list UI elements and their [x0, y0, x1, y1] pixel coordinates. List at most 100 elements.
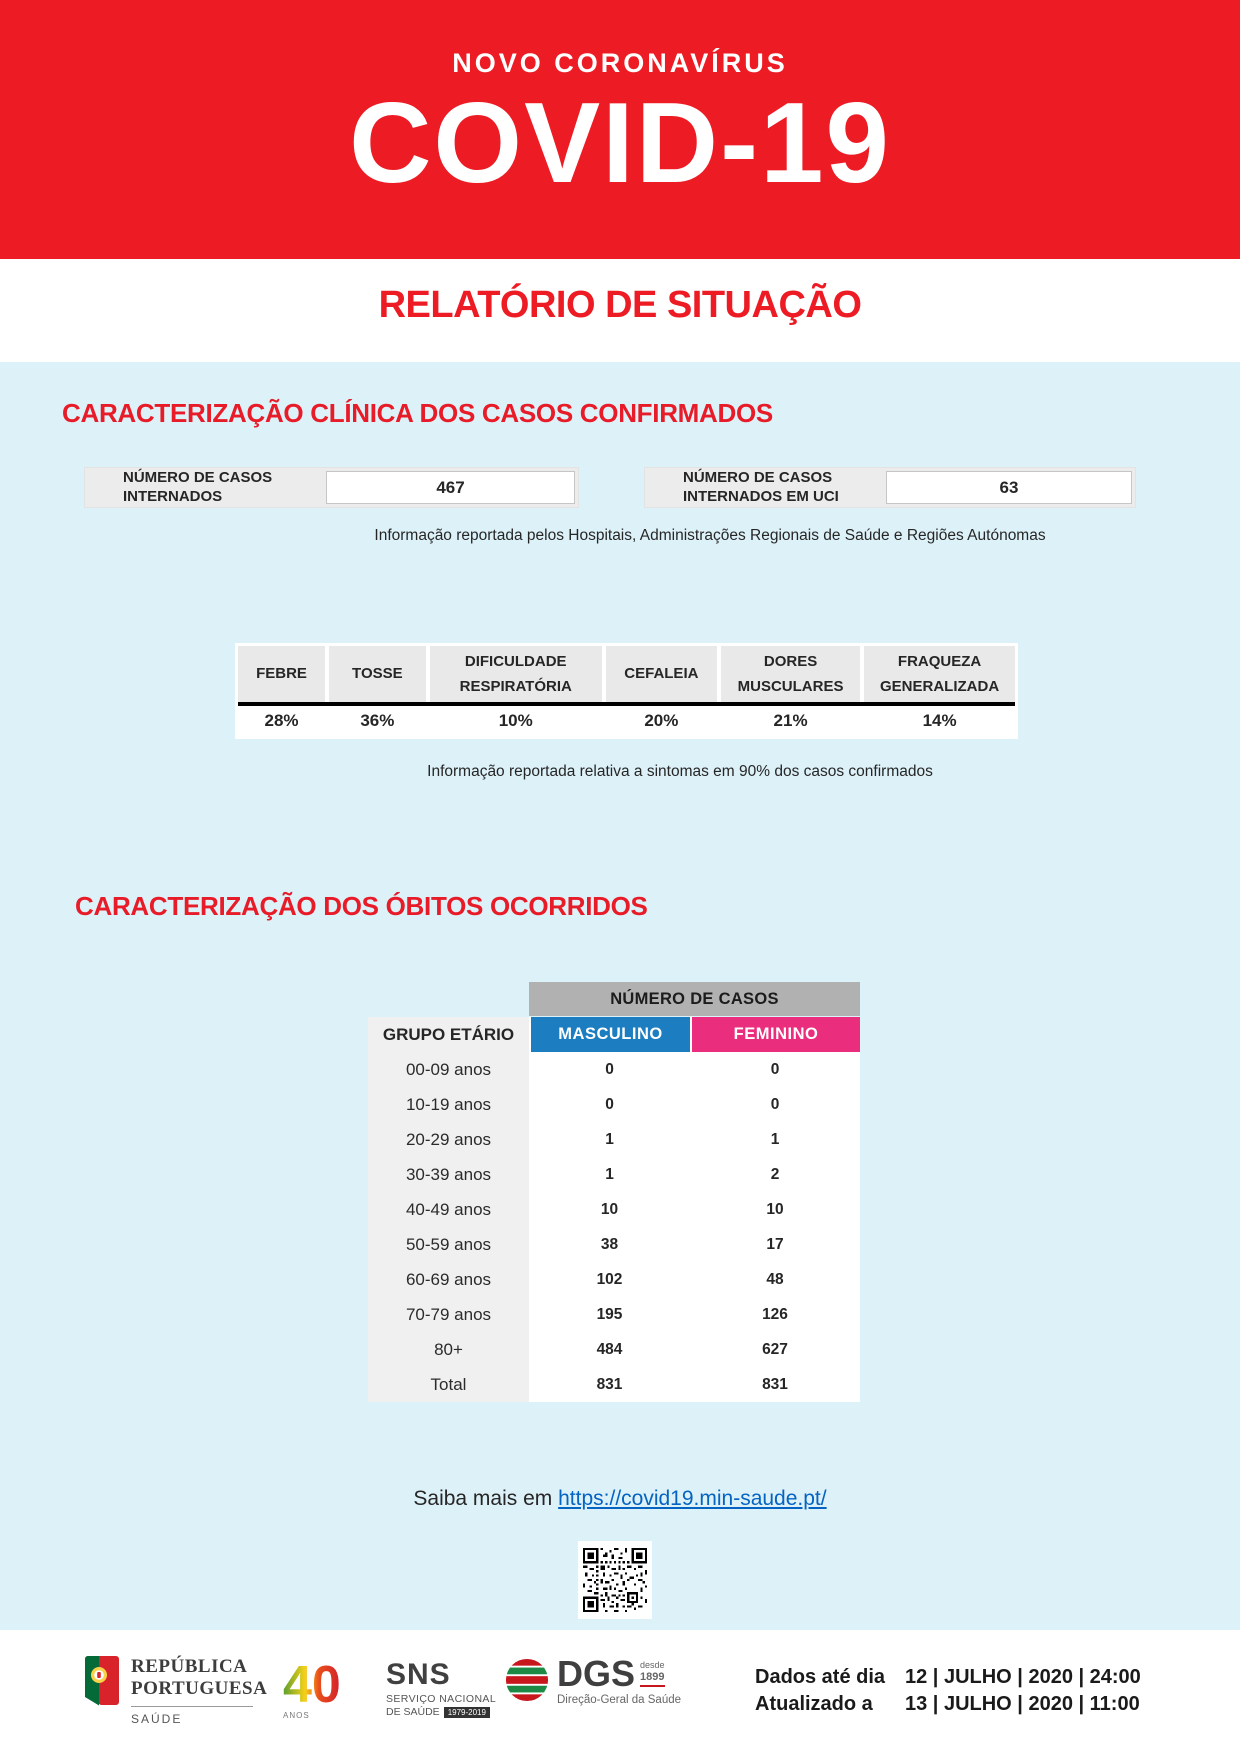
- table-row-label: 30-39 anos: [368, 1157, 529, 1192]
- subtitle-band: [0, 259, 1240, 362]
- dgs-since-year: 1899: [640, 1670, 665, 1683]
- symptom-value-dificuldade-respiratoria: 10%: [429, 706, 602, 736]
- page-title: COVID-19: [349, 80, 891, 207]
- symptom-header-dificuldade-respiratoria: DIFICULDADE RESPIRATÓRIA: [429, 646, 602, 702]
- table-cell-female: 627: [690, 1332, 860, 1367]
- table-cell-female: 2: [690, 1157, 860, 1192]
- symptom-value-fraqueza-generalizada: 14%: [864, 706, 1015, 736]
- column-header-age-group: GRUPO ETÁRIO: [368, 1017, 529, 1052]
- table-cell-male: 38: [529, 1227, 690, 1262]
- republica-divider: [131, 1705, 253, 1707]
- updated-at-label: Atualizado a: [755, 1693, 873, 1715]
- symptom-value-dores-musculares: 21%: [720, 706, 861, 736]
- column-header-male: MASCULINO: [529, 1017, 690, 1052]
- data-until-value: 12 | JULHO | 2020 | 24:00: [905, 1666, 1141, 1688]
- table-cell-female: 0: [690, 1052, 860, 1087]
- updated-at-value: 13 | JULHO | 2020 | 11:00: [905, 1693, 1140, 1715]
- table-cell-male: 0: [529, 1087, 690, 1122]
- table-cell-female: 126: [690, 1297, 860, 1332]
- stat-icu-label: NÚMERO DE CASOS INTERNADOS EM UCI: [683, 468, 839, 505]
- dgs-sphere-icon: [505, 1658, 549, 1702]
- symptom-header-tosse: TOSSE: [329, 646, 426, 702]
- republica-saude-label: SAÚDE: [131, 1711, 183, 1726]
- dgs-subtitle: Direção-Geral da Saúde: [557, 1694, 682, 1707]
- portugal-flag-icon: [85, 1656, 119, 1706]
- table-cell-female: 0: [690, 1087, 860, 1122]
- stat-icu: NÚMERO DE CASOS INTERNADOS EM UCI 63: [645, 468, 1135, 507]
- table-cell-male: 10: [529, 1192, 690, 1227]
- deaths-table-group-header: NÚMERO DE CASOS: [529, 982, 860, 1016]
- table-row-label: 50-59 anos: [368, 1227, 529, 1262]
- symptoms-table: FEBRE TOSSE DIFICULDADE RESPIRATÓRIA CEF…: [235, 643, 1018, 739]
- sns-title: SNS: [386, 1658, 451, 1691]
- table-cell-female: 48: [690, 1262, 860, 1297]
- table-cell-female: 1: [690, 1122, 860, 1157]
- dgs-since-label: desde: [640, 1660, 665, 1670]
- table-cell-female: 10: [690, 1192, 860, 1227]
- symptom-header-fraqueza-generalizada: FRAQUEZA GENERALIZADA: [864, 646, 1015, 702]
- stat-hospitalized-value: 467: [326, 471, 575, 504]
- table-cell-male: 831: [529, 1367, 690, 1402]
- symptoms-table-values: 28% 36% 10% 20% 21% 14%: [238, 706, 1015, 736]
- symptom-header-dores-musculares: DORES MUSCULARES: [720, 646, 861, 702]
- forty-number: 40: [283, 1656, 341, 1714]
- qr-code: [578, 1541, 652, 1619]
- dgs-title: DGS: [557, 1653, 636, 1694]
- table-cell-male: 0: [529, 1052, 690, 1087]
- footer-band: [0, 1630, 1240, 1754]
- table-row-label: 20-29 anos: [368, 1122, 529, 1157]
- dgs-since: desde 1899: [640, 1660, 665, 1687]
- table-cell-female: 831: [690, 1367, 860, 1402]
- data-until-label: Dados até dia: [755, 1666, 886, 1688]
- clinical-section-heading: CARACTERIZAÇÃO CLÍNICA DOS CASOS CONFIRM…: [62, 398, 773, 428]
- sns-line1: SERVIÇO NACIONAL: [386, 1693, 497, 1705]
- stat-hospitalized: NÚMERO DE CASOS INTERNADOS 467: [85, 468, 578, 507]
- symptom-header-cefaleia: CEFALEIA: [605, 646, 717, 702]
- symptom-value-cefaleia: 20%: [605, 706, 717, 736]
- symptom-value-tosse: 36%: [329, 706, 426, 736]
- sns-line2: DE SAÚDE: [386, 1706, 440, 1718]
- sns-logo: SNS SERVIÇO NACIONAL DE SAÚDE 1979-2019: [386, 1658, 497, 1719]
- more-info-prefix: Saiba mais em: [413, 1487, 559, 1510]
- qr-code-graphic: [583, 1548, 647, 1612]
- table-row-label: 40-49 anos: [368, 1192, 529, 1227]
- stat-hospitalized-label: NÚMERO DE CASOS INTERNADOS: [123, 468, 273, 505]
- more-info-line: Saiba mais em https://covid19.min-saude.…: [0, 1487, 1240, 1511]
- symptoms-table-header: FEBRE TOSSE DIFICULDADE RESPIRATÓRIA CEF…: [238, 646, 1015, 702]
- sns-badge: 1979-2019: [443, 1706, 490, 1718]
- symptom-header-febre: FEBRE: [238, 646, 325, 702]
- symptom-value-febre: 28%: [238, 706, 325, 736]
- deaths-section-heading: CARACTERIZAÇÃO DOS ÓBITOS OCORRIDOS: [75, 891, 648, 921]
- table-row-label: 70-79 anos: [368, 1297, 529, 1332]
- republica-line1: REPÚBLICA: [131, 1656, 248, 1677]
- deaths-table: NÚMERO DE CASOS GRUPO ETÁRIO MASCULINO F…: [368, 982, 860, 1402]
- republica-line2: PORTUGUESA: [131, 1677, 268, 1699]
- table-cell-male: 484: [529, 1332, 690, 1367]
- table-row-label: 10-19 anos: [368, 1087, 529, 1122]
- header-red-band: [0, 0, 1240, 259]
- table-cell-male: 1: [529, 1157, 690, 1192]
- stats-note: Informação reportada pelos Hospitais, Ad…: [374, 527, 1046, 544]
- republica-portuguesa-logo: REPÚBLICA PORTUGUESA SAÚDE: [85, 1656, 267, 1726]
- dgs-logo: DGS desde 1899 Direção-Geral da Saúde: [505, 1653, 682, 1707]
- table-cell-female: 17: [690, 1227, 860, 1262]
- symptoms-table-divider: [238, 702, 1015, 706]
- table-cell-male: 1: [529, 1122, 690, 1157]
- symptoms-note: Informação reportada relativa a sintomas…: [427, 763, 933, 780]
- column-header-female: FEMININO: [690, 1017, 860, 1052]
- table-cell-male: 102: [529, 1262, 690, 1297]
- table-row-label: Total: [368, 1367, 529, 1402]
- dgs-text-block: DGS desde 1899 Direção-Geral da Saúde: [557, 1653, 682, 1707]
- report-dates: Dados até dia 12 | JULHO | 2020 | 24:00 …: [755, 1666, 1141, 1716]
- table-row-label: 80+: [368, 1332, 529, 1367]
- forty-anos-label: ANOS: [283, 1710, 310, 1720]
- deaths-table-corner: [368, 982, 529, 1018]
- table-row-label: 00-09 anos: [368, 1052, 529, 1087]
- table-row-label: 60-69 anos: [368, 1262, 529, 1297]
- sns-40-anos-logo: 40 ANOS: [283, 1656, 341, 1720]
- covid19-link[interactable]: https://covid19.min-saude.pt/: [558, 1487, 827, 1510]
- republica-portuguesa-text: REPÚBLICA PORTUGUESA SAÚDE: [131, 1656, 267, 1726]
- header-kicker: NOVO CORONAVÍRUS: [452, 48, 788, 78]
- page-subtitle: RELATÓRIO DE SITUAÇÃO: [378, 284, 862, 326]
